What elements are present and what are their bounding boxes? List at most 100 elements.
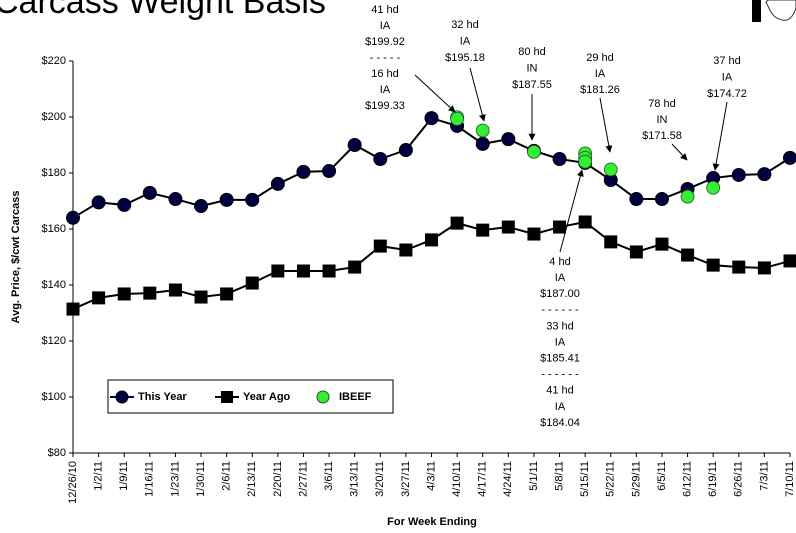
x-tick-label: 4/24/11	[502, 461, 514, 497]
annotation-text: 33 hd	[546, 320, 574, 332]
cow-logo	[752, 0, 796, 22]
series-point	[476, 223, 490, 237]
series-point	[757, 167, 772, 182]
x-tick-label: 3/6/11	[323, 461, 335, 491]
series-point	[450, 216, 464, 230]
series-point	[66, 210, 80, 225]
series-point	[245, 192, 260, 207]
series-point	[142, 185, 157, 200]
series-point	[654, 192, 669, 207]
series-point	[168, 283, 182, 297]
legend-label: Year Ago	[243, 391, 291, 403]
series-point	[629, 192, 644, 207]
ibeef-point	[706, 180, 721, 195]
series-point	[91, 195, 106, 210]
annotation-text: - - - - - -	[541, 304, 579, 316]
annotation-text: - - - - - -	[541, 369, 579, 381]
series-point	[425, 233, 438, 247]
series-point	[398, 143, 413, 158]
series-point	[143, 286, 157, 300]
series-point	[194, 199, 209, 214]
series-point	[322, 264, 336, 278]
series-point	[296, 164, 311, 179]
annotation-arrow	[414, 74, 456, 113]
x-tick-label: 1/2/11	[93, 461, 105, 491]
annotation-arrow	[559, 169, 584, 253]
series-point	[117, 287, 131, 301]
y-tick-label: $80	[48, 447, 66, 459]
series-point	[578, 215, 592, 229]
ibeef-point	[450, 111, 465, 126]
x-tick-label: 7/10/11	[784, 461, 796, 497]
x-tick-label: 7/3/11	[758, 461, 770, 491]
x-tick-label: 5/1/11	[528, 461, 540, 491]
annotation-text: IA	[722, 71, 733, 83]
annotation-text: IA	[380, 20, 391, 32]
legend-box	[107, 379, 394, 414]
annotation-text: IA	[460, 35, 471, 47]
x-tick-label: 12/26/10	[67, 461, 79, 504]
series-point	[783, 254, 796, 268]
y-tick-label: $100	[42, 391, 66, 403]
series-point	[731, 167, 746, 182]
series-point	[348, 260, 362, 274]
annotation-text: $185.41	[540, 353, 580, 365]
series-point	[629, 245, 643, 259]
series-point	[399, 243, 413, 257]
x-tick-label: 2/20/11	[272, 461, 284, 497]
x-tick-label: 6/5/11	[656, 461, 668, 491]
x-tick-label: 5/29/11	[630, 461, 642, 497]
x-tick-label: 1/30/11	[195, 461, 207, 497]
series-point	[475, 136, 490, 151]
x-tick-label: 6/26/11	[733, 461, 745, 497]
series-point	[604, 235, 618, 249]
series-point	[219, 192, 234, 207]
annotation-arrow	[469, 67, 486, 122]
ibeef-point	[527, 144, 541, 159]
series-point	[296, 264, 310, 278]
series-point	[732, 260, 746, 274]
series-point	[373, 152, 388, 166]
x-tick-label: 4/10/11	[451, 461, 463, 497]
x-tick-label: 4/17/11	[477, 461, 489, 497]
annotation-text: $195.18	[445, 52, 485, 64]
x-tick-label: 5/15/11	[579, 461, 591, 497]
x-tick-label: 3/13/11	[349, 461, 361, 497]
series-point	[527, 227, 541, 241]
annotation-text: IN	[527, 62, 538, 74]
annotation-text: 4 hd	[549, 256, 570, 268]
y-axis-title: Avg. Price, $/cwt Carcass	[10, 191, 22, 324]
annotation-arrow	[712, 101, 728, 171]
annotation-text: 29 hd	[586, 52, 614, 64]
legend-swatch	[115, 390, 129, 404]
x-axis-title: For Week Ending	[387, 516, 477, 528]
annotation-text: $199.92	[365, 36, 405, 48]
x-tick-label: 6/12/11	[681, 461, 693, 497]
chart-title: Carcass Weight Basis	[0, 0, 326, 21]
x-tick-label: 2/6/11	[221, 461, 233, 491]
series-point	[373, 239, 387, 253]
annotation-text: $181.26	[580, 84, 620, 96]
ibeef-point	[680, 189, 695, 204]
annotation-text: IA	[595, 68, 606, 80]
series-point	[424, 111, 439, 126]
series-point	[655, 237, 669, 251]
series-point	[681, 248, 695, 262]
series-point	[271, 264, 285, 278]
annotation-text: $187.55	[512, 79, 552, 91]
annotation-text: $171.58	[642, 130, 682, 142]
annotation-text: $187.00	[540, 288, 580, 300]
annotation-text: IA	[555, 272, 566, 284]
series-point	[220, 287, 234, 301]
annotation-text: $199.33	[365, 100, 405, 112]
series-point	[501, 220, 515, 234]
series-point	[168, 192, 183, 207]
series-point	[706, 258, 720, 272]
ibeef-point	[603, 162, 618, 177]
annotation-text: $174.72	[707, 88, 747, 100]
annotation-text: IA	[555, 336, 566, 348]
ibeef-point	[475, 123, 490, 138]
series-point	[757, 261, 771, 275]
y-tick-label: $140	[42, 279, 66, 291]
